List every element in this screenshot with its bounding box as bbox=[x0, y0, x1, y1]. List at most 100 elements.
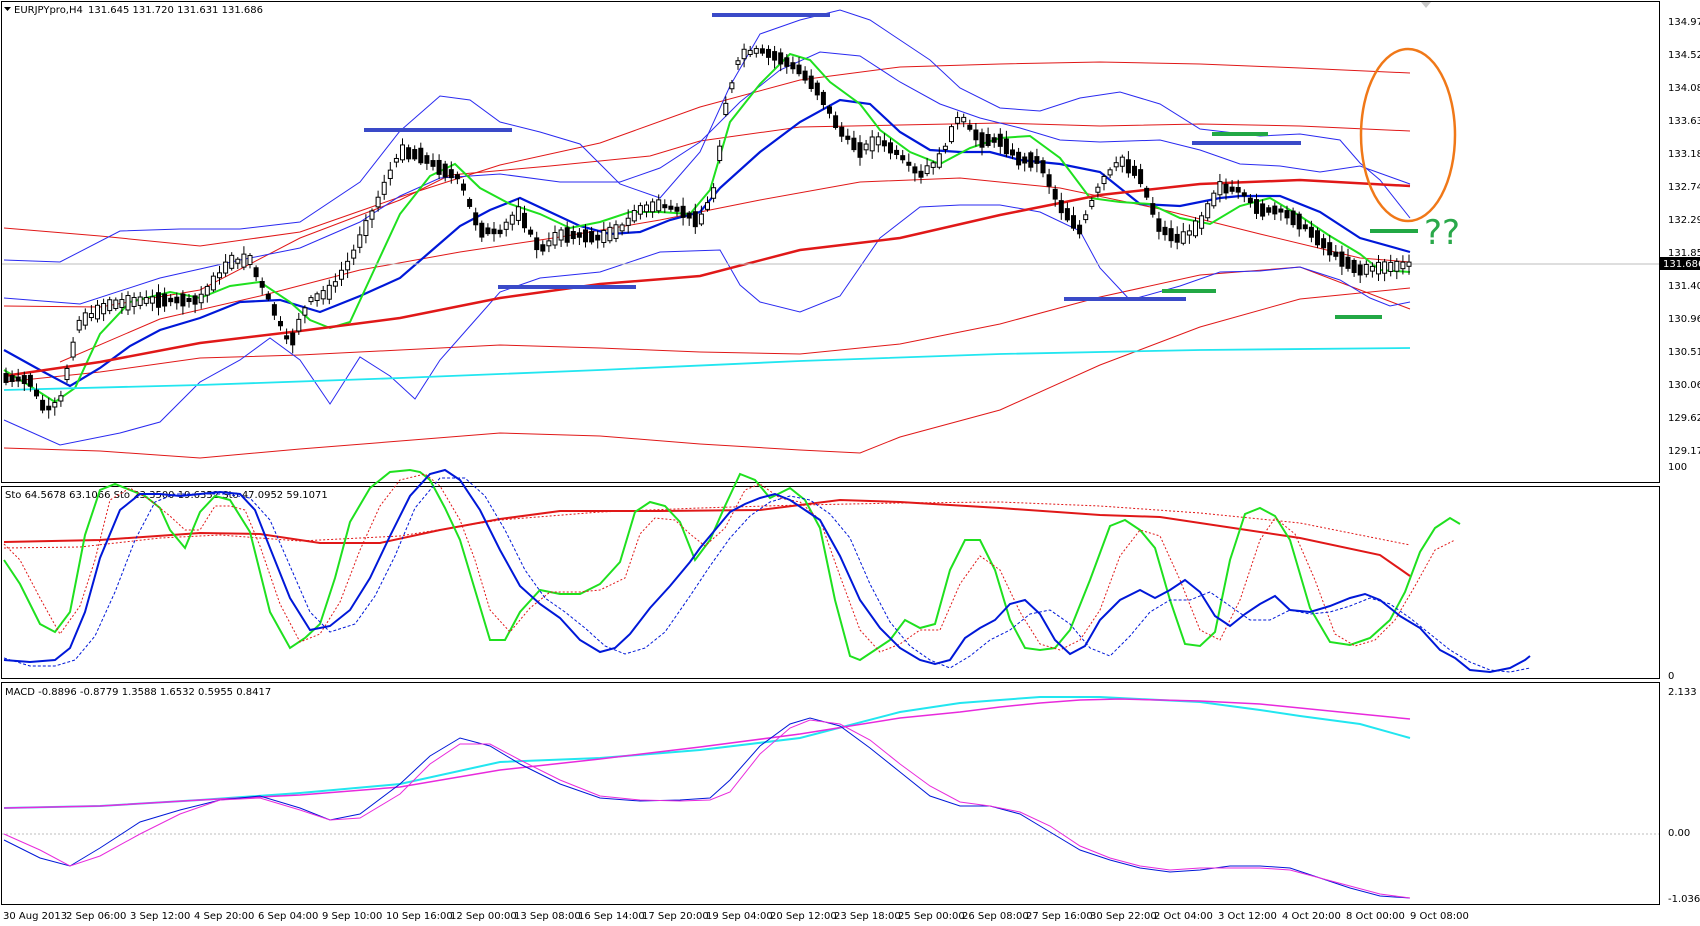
candle bbox=[778, 52, 784, 65]
candle bbox=[522, 212, 527, 229]
candle bbox=[607, 226, 613, 242]
x-tick: 30 Sep 22:00 bbox=[1090, 911, 1157, 922]
candle bbox=[448, 169, 454, 179]
target-ellipse[interactable] bbox=[1359, 47, 1457, 223]
candle bbox=[223, 261, 229, 274]
candle bbox=[784, 57, 790, 67]
candle bbox=[332, 281, 338, 287]
candle bbox=[863, 143, 869, 151]
candle bbox=[186, 297, 192, 303]
candle bbox=[650, 201, 656, 213]
candle bbox=[601, 229, 607, 244]
price-panel[interactable] bbox=[1, 1, 1660, 483]
candle bbox=[857, 142, 863, 158]
y-tick: 0.00 bbox=[1668, 828, 1690, 839]
candle bbox=[619, 224, 625, 232]
candle bbox=[430, 160, 436, 167]
candle bbox=[479, 222, 485, 238]
x-tick: 4 Sep 20:00 bbox=[194, 911, 254, 922]
candle bbox=[759, 48, 765, 54]
candle bbox=[637, 205, 643, 215]
candle bbox=[644, 204, 649, 213]
candle bbox=[1089, 199, 1095, 207]
stochastic-lines bbox=[3, 468, 1531, 674]
candle bbox=[686, 212, 692, 219]
candle bbox=[851, 137, 857, 151]
macd-cyan-line bbox=[3, 696, 1411, 809]
y-tick: 131.400 bbox=[1668, 281, 1700, 292]
candle bbox=[357, 234, 363, 248]
candle bbox=[766, 48, 771, 58]
price-y-axis: 134.970 134.520 134.080 133.630 133.180 … bbox=[1668, 17, 1700, 457]
candle bbox=[393, 157, 399, 163]
candle bbox=[613, 224, 619, 239]
y-tick: 130.960 bbox=[1668, 314, 1700, 325]
candle bbox=[15, 376, 21, 382]
candle bbox=[34, 389, 39, 397]
candle bbox=[1339, 251, 1345, 267]
macd-panel[interactable] bbox=[1, 682, 1660, 905]
candle bbox=[1351, 259, 1357, 273]
candle bbox=[46, 405, 52, 411]
candle bbox=[156, 292, 161, 308]
candle bbox=[204, 285, 210, 296]
candle bbox=[1095, 186, 1101, 193]
macd-magenta-line bbox=[3, 719, 1411, 899]
candle bbox=[674, 206, 680, 212]
candle bbox=[1083, 214, 1089, 221]
stoch-green-fast bbox=[3, 468, 1461, 662]
candle bbox=[497, 229, 503, 235]
candle bbox=[1101, 175, 1107, 185]
candle bbox=[1107, 169, 1113, 176]
candle bbox=[540, 244, 546, 252]
candle bbox=[210, 275, 216, 291]
candle bbox=[808, 75, 814, 90]
bollinger-inner-upper-line bbox=[3, 51, 1411, 305]
candle bbox=[381, 181, 387, 195]
candle bbox=[418, 147, 424, 164]
candle bbox=[485, 227, 491, 235]
candle bbox=[1272, 205, 1278, 215]
candle bbox=[1077, 224, 1083, 235]
candle bbox=[930, 162, 936, 168]
x-tick: 16 Sep 14:00 bbox=[578, 911, 645, 922]
y-tick: 2.133 bbox=[1668, 687, 1697, 698]
candle bbox=[3, 373, 9, 383]
green-moving-average-line bbox=[3, 52, 1411, 404]
candle bbox=[1229, 186, 1235, 192]
dropdown-arrow-icon[interactable] bbox=[4, 7, 11, 11]
candle bbox=[491, 228, 497, 235]
candle bbox=[918, 170, 924, 178]
candle bbox=[1125, 159, 1131, 174]
x-tick: 8 Oct 00:00 bbox=[1346, 911, 1405, 922]
candle bbox=[1235, 187, 1241, 193]
candle bbox=[875, 136, 881, 146]
candle bbox=[1394, 260, 1400, 272]
candle bbox=[564, 227, 570, 243]
x-tick: 27 Sep 16:00 bbox=[1026, 911, 1093, 922]
candle bbox=[58, 395, 64, 402]
candle bbox=[1369, 265, 1375, 272]
candle bbox=[961, 116, 967, 123]
candle bbox=[314, 293, 320, 301]
candle bbox=[790, 62, 796, 70]
y-tick: 133.630 bbox=[1668, 116, 1700, 127]
candle bbox=[308, 297, 314, 303]
candle bbox=[107, 299, 113, 312]
current-price-box bbox=[1660, 257, 1700, 270]
macd-lines bbox=[2, 696, 1659, 899]
level-markers bbox=[364, 13, 1418, 319]
candle bbox=[985, 134, 991, 146]
candle bbox=[229, 254, 235, 269]
candle bbox=[1400, 261, 1406, 270]
candle bbox=[302, 307, 308, 316]
y-tick: 130.060 bbox=[1668, 380, 1700, 391]
x-tick: 19 Sep 04:00 bbox=[706, 911, 773, 922]
candle bbox=[1363, 263, 1369, 275]
candle bbox=[991, 137, 997, 143]
candle bbox=[1382, 261, 1388, 274]
candle bbox=[1333, 251, 1339, 257]
candle bbox=[680, 205, 686, 218]
candle bbox=[278, 320, 283, 327]
candle bbox=[729, 82, 735, 90]
